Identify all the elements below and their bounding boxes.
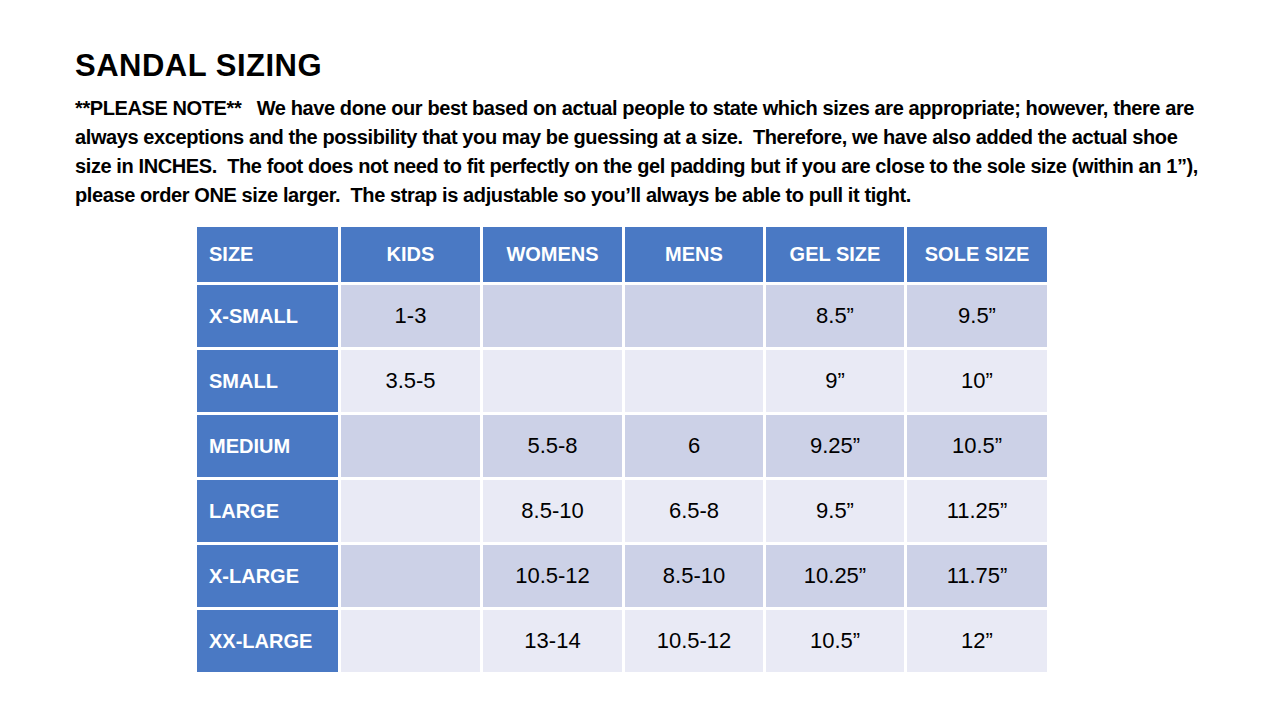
cell-mens: 8.5-10 (625, 545, 763, 607)
cell-kids (341, 545, 480, 607)
row-label: MEDIUM (197, 415, 338, 477)
cell-gel: 9.25” (766, 415, 904, 477)
cell-kids (341, 610, 480, 672)
header-size: SIZE (197, 227, 338, 282)
cell-womens: 13-14 (483, 610, 622, 672)
cell-kids: 3.5-5 (341, 350, 480, 412)
note-line-3: size in INCHES. The foot does not need t… (75, 152, 1280, 181)
table-row-x-small: X-SMALL 1-3 8.5” 9.5” (197, 285, 1047, 347)
cell-sole: 10.5” (907, 415, 1047, 477)
row-label: SMALL (197, 350, 338, 412)
cell-gel: 9” (766, 350, 904, 412)
cell-mens (625, 285, 763, 347)
header-kids: KIDS (341, 227, 480, 282)
cell-womens (483, 285, 622, 347)
header-womens: WOMENS (483, 227, 622, 282)
header-gel-size: GEL SIZE (766, 227, 904, 282)
table-row-xx-large: XX-LARGE 13-14 10.5-12 10.5” 12” (197, 610, 1047, 672)
note-line-2: always exceptions and the possibility th… (75, 123, 1280, 152)
cell-sole: 9.5” (907, 285, 1047, 347)
cell-gel: 9.5” (766, 480, 904, 542)
page-title: SANDAL SIZING (75, 48, 1280, 84)
cell-sole: 11.75” (907, 545, 1047, 607)
row-label: LARGE (197, 480, 338, 542)
cell-womens (483, 350, 622, 412)
row-label: XX-LARGE (197, 610, 338, 672)
cell-sole: 12” (907, 610, 1047, 672)
row-label: X-LARGE (197, 545, 338, 607)
cell-sole: 11.25” (907, 480, 1047, 542)
cell-womens: 8.5-10 (483, 480, 622, 542)
header-row: SIZE KIDS WOMENS MENS GEL SIZE SOLE SIZE (197, 227, 1047, 282)
cell-womens: 5.5-8 (483, 415, 622, 477)
cell-gel: 10.5” (766, 610, 904, 672)
table-row-x-large: X-LARGE 10.5-12 8.5-10 10.25” 11.75” (197, 545, 1047, 607)
note-line-1: **PLEASE NOTE** We have done our best ba… (75, 94, 1280, 123)
note-paragraph: **PLEASE NOTE** We have done our best ba… (75, 94, 1280, 210)
table-row-large: LARGE 8.5-10 6.5-8 9.5” 11.25” (197, 480, 1047, 542)
cell-mens (625, 350, 763, 412)
cell-kids: 1-3 (341, 285, 480, 347)
cell-kids (341, 415, 480, 477)
cell-gel: 10.25” (766, 545, 904, 607)
cell-mens: 6 (625, 415, 763, 477)
sizing-table: SIZE KIDS WOMENS MENS GEL SIZE SOLE SIZE… (194, 224, 1050, 675)
cell-womens: 10.5-12 (483, 545, 622, 607)
table-row-small: SMALL 3.5-5 9” 10” (197, 350, 1047, 412)
header-sole-size: SOLE SIZE (907, 227, 1047, 282)
row-label: X-SMALL (197, 285, 338, 347)
table-row-medium: MEDIUM 5.5-8 6 9.25” 10.5” (197, 415, 1047, 477)
cell-kids (341, 480, 480, 542)
header-mens: MENS (625, 227, 763, 282)
cell-mens: 6.5-8 (625, 480, 763, 542)
cell-gel: 8.5” (766, 285, 904, 347)
cell-sole: 10” (907, 350, 1047, 412)
cell-mens: 10.5-12 (625, 610, 763, 672)
note-line-4: please order ONE size larger. The strap … (75, 181, 1280, 210)
sandal-sizing-document: SANDAL SIZING **PLEASE NOTE** We have do… (0, 0, 1280, 675)
